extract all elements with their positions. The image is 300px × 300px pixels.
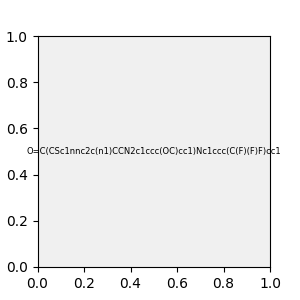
Text: O=C(CSc1nnc2c(n1)CCN2c1ccc(OC)cc1)Nc1ccc(C(F)(F)F)cc1: O=C(CSc1nnc2c(n1)CCN2c1ccc(OC)cc1)Nc1ccc… <box>26 147 281 156</box>
